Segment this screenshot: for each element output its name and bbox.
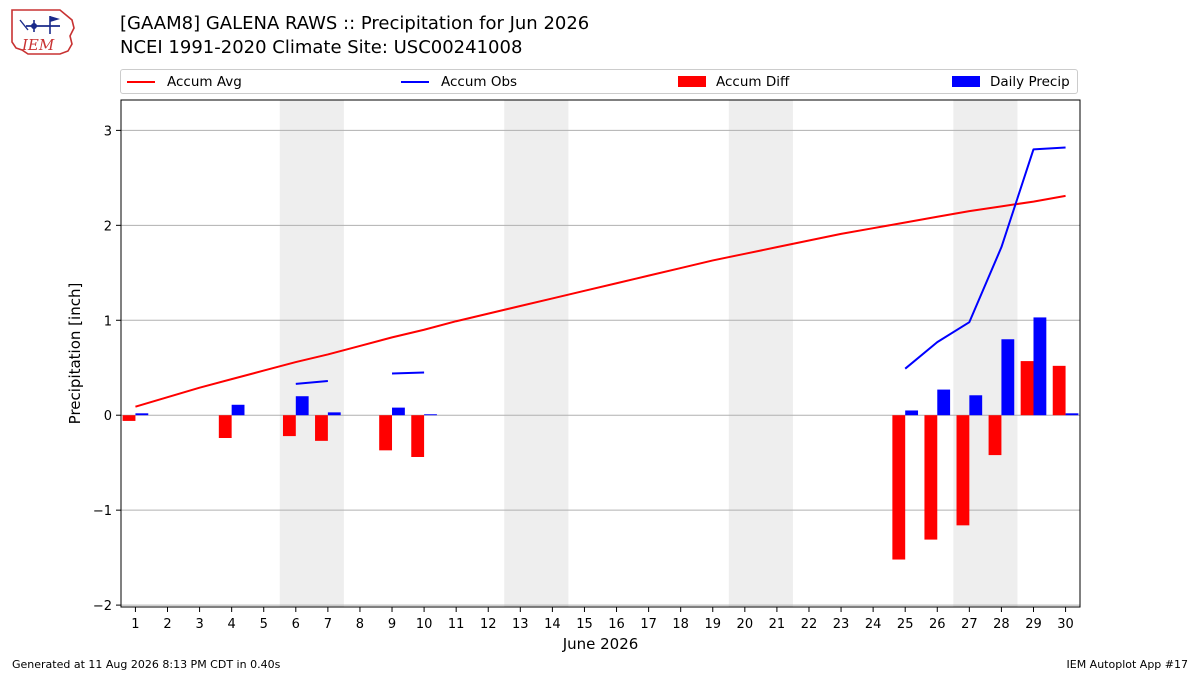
daily-precip-bar-27 [969,395,983,416]
x-tick-label: 14 [544,617,561,632]
x-tick-label: 16 [608,617,625,632]
x-tick-label: 30 [1057,617,1074,632]
grid-lines [121,129,1080,606]
legend-swatch-daily-precip [952,76,980,87]
x-tick-label: 11 [448,617,465,632]
x-tick-label: 19 [704,617,721,632]
x-tick-label: 15 [576,617,593,632]
legend-entry-accum-diff: Accum Diff [678,70,789,93]
chart-title: [GAAM8] GALENA RAWS :: Precipitation for… [120,13,590,34]
x-tick-label: 24 [865,617,882,632]
accum-diff-bar-10 [411,415,425,457]
x-tick-label: 6 [292,617,300,632]
x-tick-label: 17 [640,617,657,632]
daily-precip-bar-10 [424,414,437,416]
daily-precip-bar-30 [1065,413,1079,416]
daily-precip-bar-4 [231,404,245,416]
chart-legend: Accum Avg Accum Obs Accum Diff Daily Pre… [120,69,1078,94]
x-tick-label: 25 [897,617,914,632]
accum-diff-bar-6 [282,415,296,437]
x-tick-label: 10 [416,617,433,632]
legend-swatch-accum-obs [401,80,429,83]
y-tick-label: 0 [104,409,112,424]
legend-swatch-accum-avg [127,80,155,83]
series-lines [135,146,1066,408]
x-axis: 1 2 3 4 5 6 7 8 9 10 11 12 13 14 15 16 17 18 19 20 21 22 23 24 2… [131,607,1074,632]
legend-entry-daily-precip: Daily Precip [952,70,1070,93]
daily-precip-bar-9 [392,407,405,416]
y-tick-label: 2 [104,219,112,234]
y-tick-label: −1 [93,504,112,519]
y-axis: −2 −1 0 1 2 3 [93,124,121,614]
legend-label-accum-obs: Accum Obs [441,73,518,90]
daily-precip-bar-6 [295,396,309,416]
accum-diff-bar-27 [956,415,970,526]
x-tick-label: 13 [512,617,529,632]
y-axis-label: Precipitation [inch] [66,283,84,425]
daily-precip-bar-1 [135,413,149,416]
accum-diff-bar-1 [122,415,136,421]
legend-label-daily-precip: Daily Precip [990,73,1070,90]
accum-obs-line-2 [391,371,425,375]
x-tick-label: 2 [163,617,171,632]
accum-avg-line-1 [135,194,1066,408]
app-label: IEM Autoplot App #17 [1066,658,1189,671]
x-tick-label: 5 [260,617,268,632]
accum-diff-bar-30 [1052,365,1066,416]
legend-entry-accum-avg: Accum Avg [127,70,242,93]
x-tick-label: 1 [131,617,139,632]
daily-precip-bar-29 [1033,317,1047,416]
x-tick-label: 4 [228,617,236,632]
accum-diff-bar-4 [218,415,232,438]
y-tick-label: 1 [104,314,112,329]
chart-subtitle: NCEI 1991-2020 Climate Site: USC00241008 [120,37,523,58]
x-axis-label: June 2026 [562,635,639,653]
accum-obs-line-3 [904,146,1066,370]
generated-timestamp: Generated at 11 Aug 2026 8:13 PM CDT in … [12,658,281,671]
weekend-shade-4 [953,100,1018,607]
x-tick-label: 7 [324,617,332,632]
plot-frame [120,99,1081,608]
daily-precip-bars [135,317,1079,416]
weekend-shade-1 [279,100,344,607]
daily-precip-bar-7 [327,412,341,416]
accum-obs-line-1 [295,380,328,385]
daily-precip-bar-26 [937,389,951,416]
accum-diff-bar-28 [988,415,1002,456]
weekend-shade-3 [728,100,793,607]
accum-diff-bar-29 [1020,361,1034,416]
x-tick-label: 18 [672,617,689,632]
daily-precip-bar-28 [1001,339,1015,416]
x-tick-label: 20 [737,617,754,632]
logo-text: IEM [21,36,55,54]
x-tick-label: 8 [356,617,364,632]
x-tick-label: 21 [769,617,786,632]
daily-precip-bar-25 [905,410,919,416]
x-tick-label: 9 [388,617,396,632]
accum-diff-bar-7 [315,415,328,441]
legend-swatch-accum-diff [678,76,706,87]
legend-label-accum-diff: Accum Diff [716,73,790,90]
x-tick-label: 26 [929,617,946,632]
weekend-shade-2 [504,100,569,607]
y-tick-label: 3 [104,124,112,139]
y-tick-label: −2 [93,599,112,614]
x-tick-label: 28 [993,617,1010,632]
x-tick-label: 12 [480,617,497,632]
x-tick-label: 3 [195,617,203,632]
accum-diff-bar-26 [924,415,938,540]
iem-logo: IEM [11,9,75,55]
x-tick-label: 22 [801,617,818,632]
x-tick-label: 23 [833,617,850,632]
x-tick-label: 27 [961,617,978,632]
x-tick-label: 29 [1025,617,1042,632]
accum-diff-bars [122,361,1066,560]
accum-diff-bar-9 [379,415,393,451]
legend-entry-accum-obs: Accum Obs [401,70,517,93]
weekend-shading [279,100,1018,607]
legend-label-accum-avg: Accum Avg [167,73,242,90]
accum-diff-bar-25 [892,415,906,560]
